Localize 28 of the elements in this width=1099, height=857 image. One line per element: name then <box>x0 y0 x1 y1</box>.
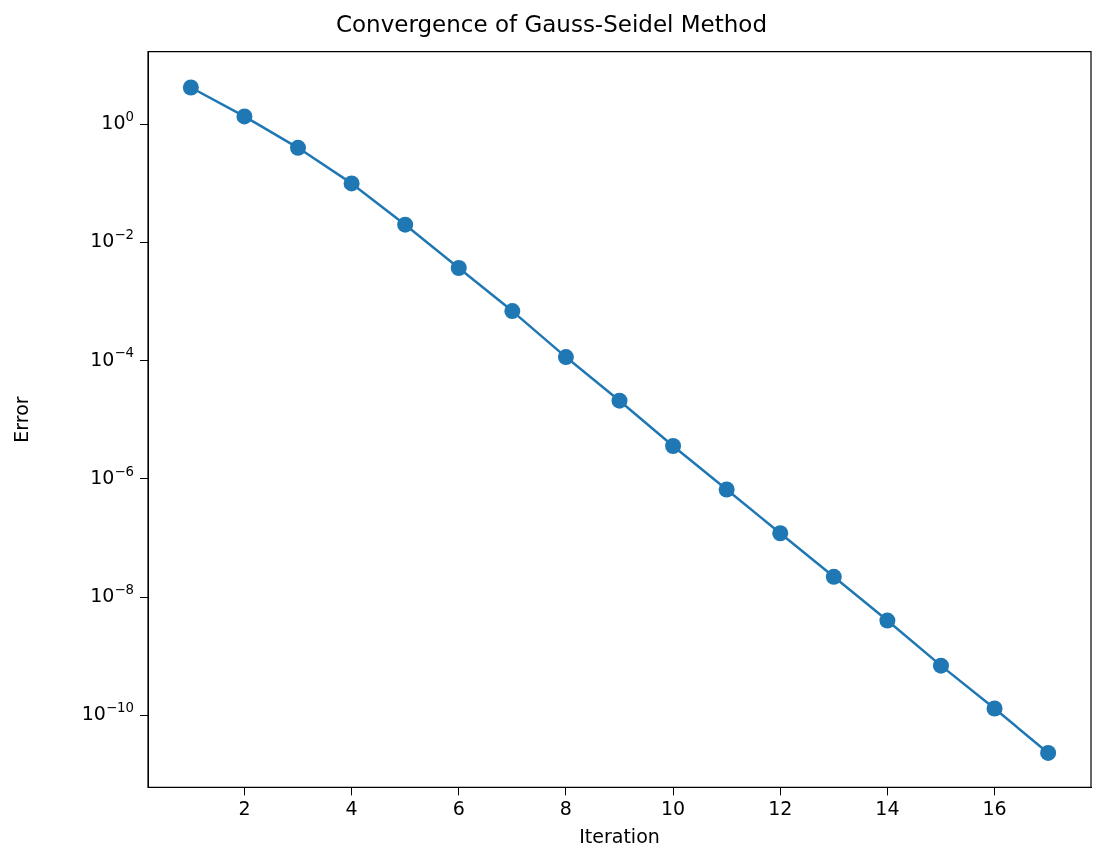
y-axis-title: Error <box>10 396 33 443</box>
point <box>557 349 574 366</box>
point <box>236 108 253 125</box>
point <box>665 437 682 454</box>
point <box>397 216 414 233</box>
x-tick-label: 6 <box>452 796 465 819</box>
point <box>182 79 199 96</box>
chart-title: Convergence of Gauss-Seidel Method <box>335 10 768 37</box>
point <box>986 700 1003 717</box>
x-tick-label: 16 <box>982 796 1007 819</box>
point <box>343 175 360 192</box>
point <box>772 525 789 542</box>
point <box>825 568 842 585</box>
x-axis-title: Iteration <box>579 824 660 847</box>
x-tick-label: 2 <box>238 796 251 819</box>
point <box>290 139 307 156</box>
point <box>450 260 467 276</box>
x-tick-label: 8 <box>559 796 572 819</box>
x-tick-label: 10 <box>660 796 686 819</box>
x-tick-label: 4 <box>345 796 358 819</box>
point <box>932 657 949 674</box>
point <box>879 612 896 629</box>
point <box>1040 744 1057 761</box>
point <box>718 481 735 498</box>
x-tick-label: 12 <box>768 796 793 819</box>
point <box>504 303 521 320</box>
x-tick-label: 14 <box>875 796 900 819</box>
point <box>611 392 628 409</box>
